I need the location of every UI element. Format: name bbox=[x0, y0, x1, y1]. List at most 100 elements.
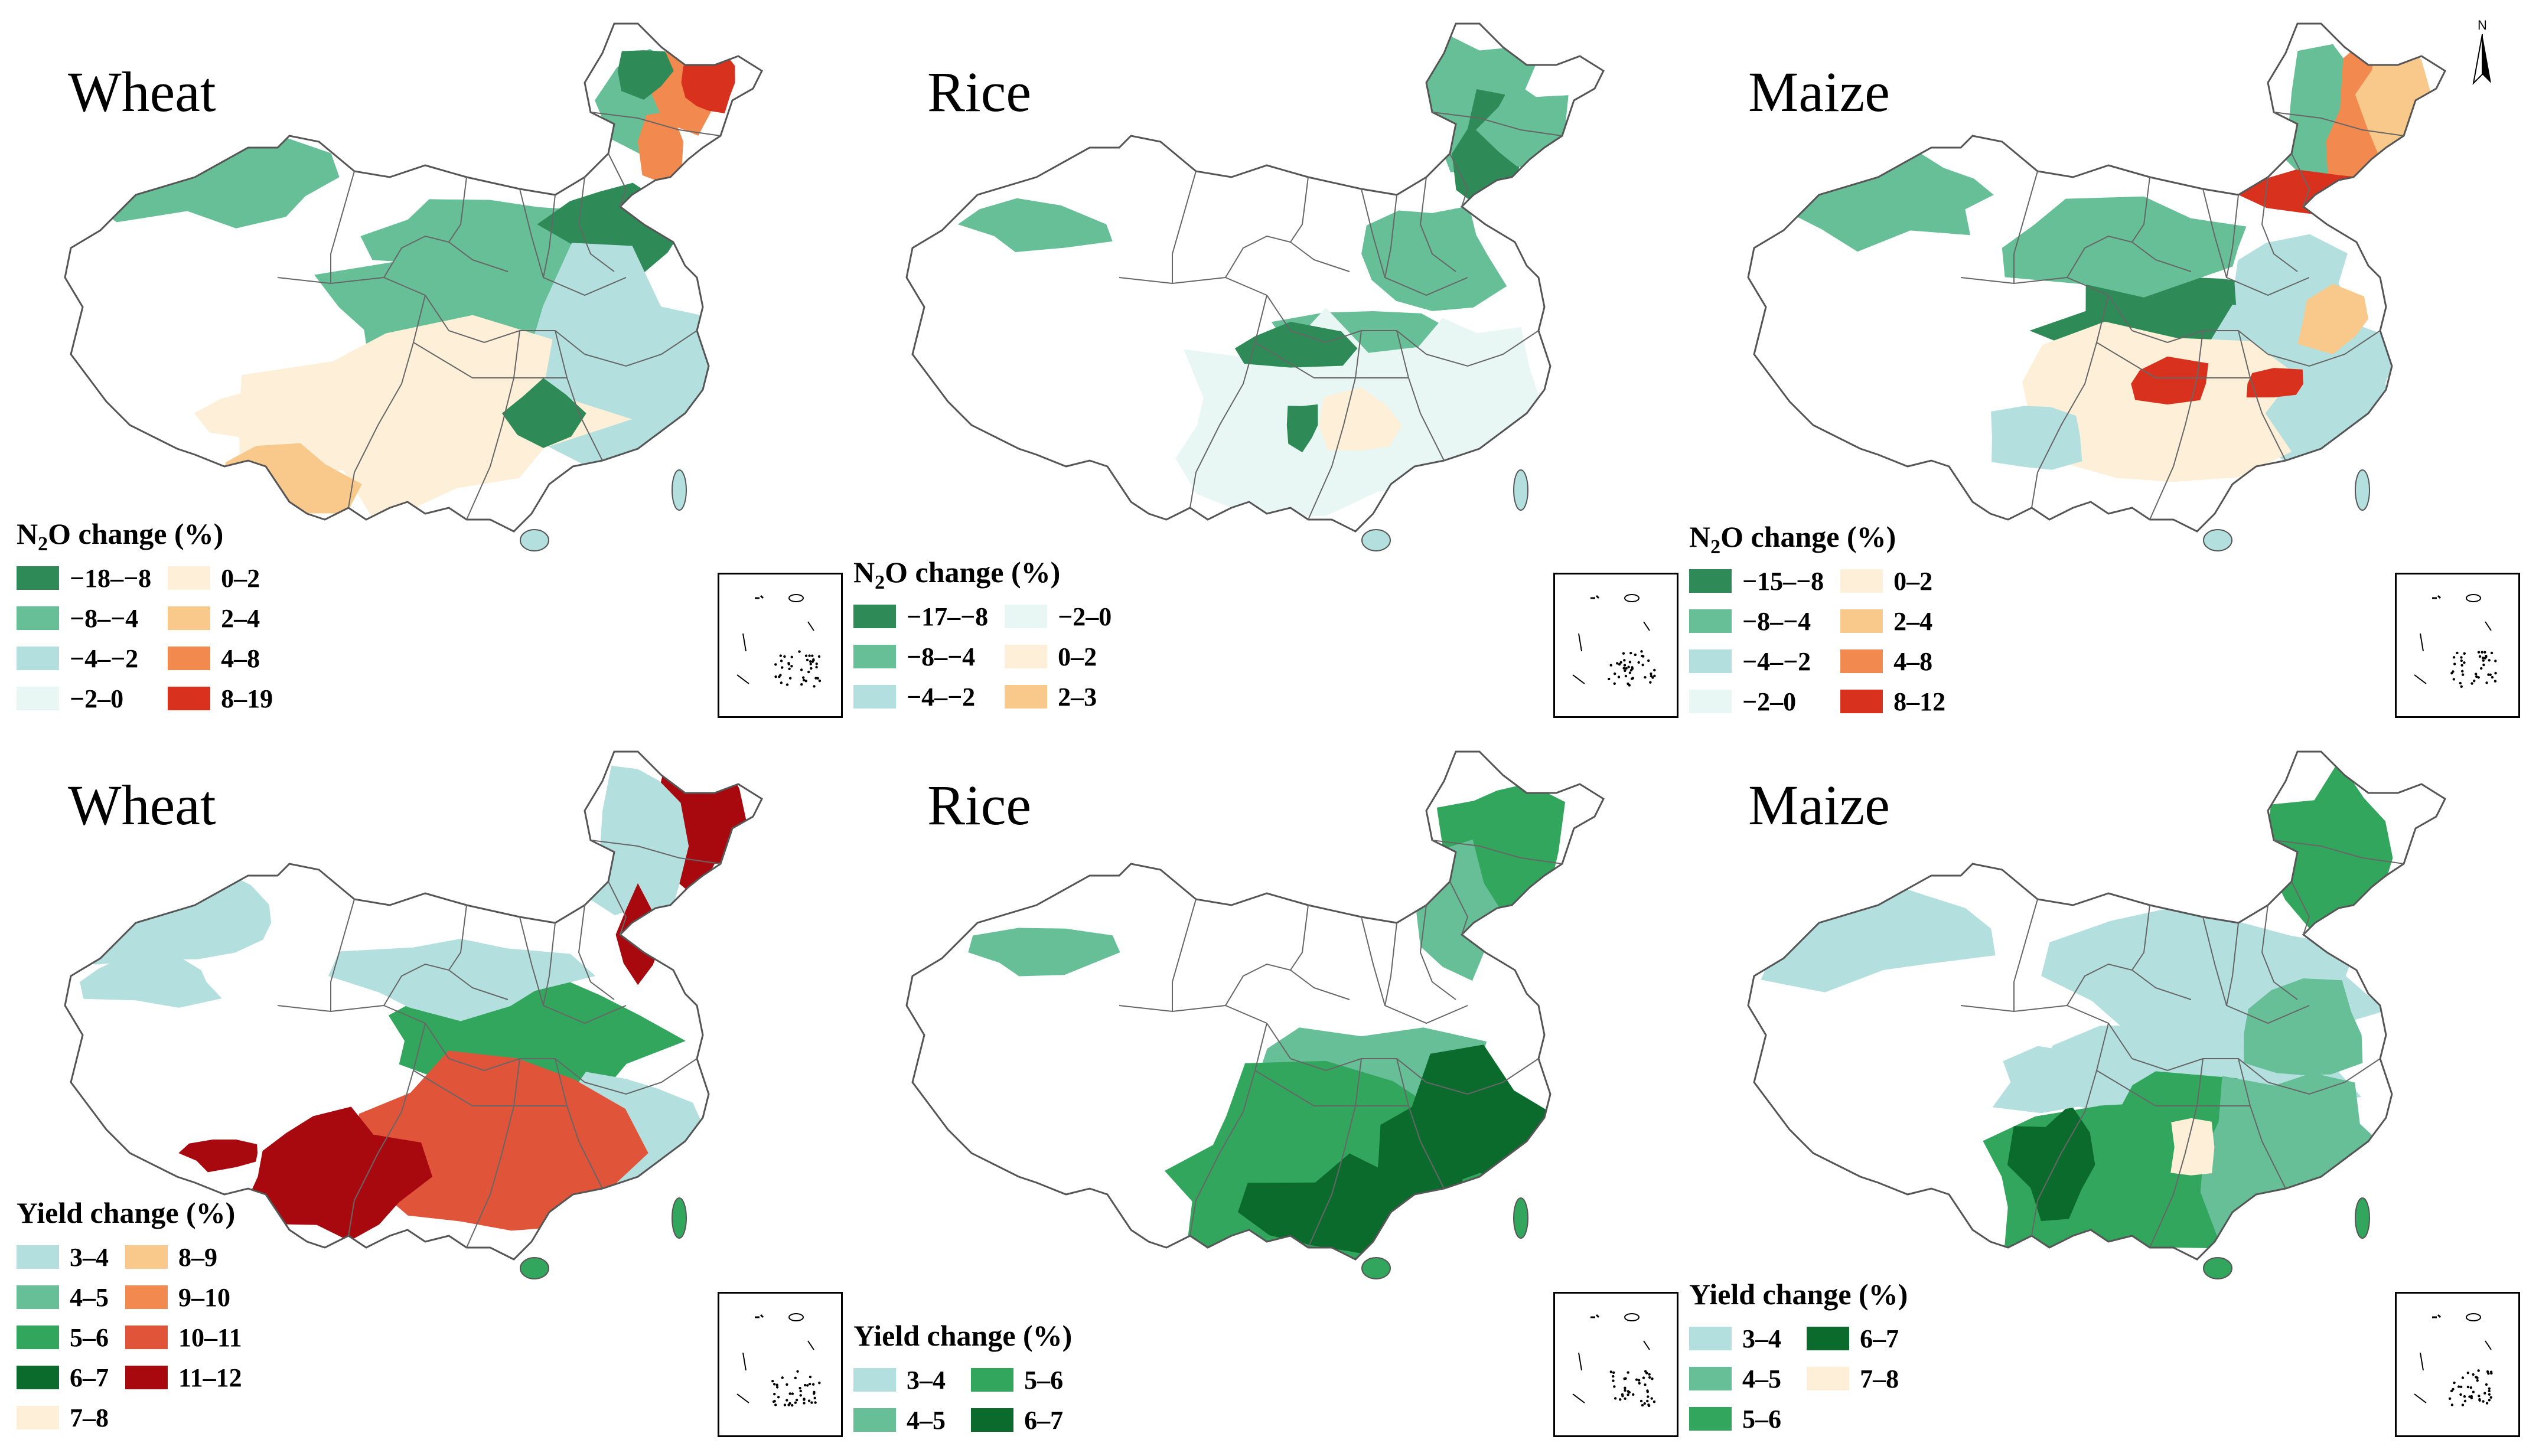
province-boundary bbox=[1254, 1070, 1409, 1106]
china-map bbox=[1747, 750, 2446, 1279]
province-boundary bbox=[466, 1058, 520, 1248]
legend-title: Yield change (%) bbox=[1689, 1277, 1908, 1316]
crop-area bbox=[1991, 406, 2082, 470]
legend-item: 5–6 bbox=[971, 1363, 1072, 1396]
province-boundary bbox=[578, 905, 615, 1000]
legend-swatch bbox=[853, 645, 896, 668]
legend-item: 4–5 bbox=[1689, 1362, 1790, 1395]
legend-label: −17–−8 bbox=[907, 602, 989, 631]
china-map bbox=[1747, 22, 2446, 551]
inset-islands bbox=[2414, 1313, 2493, 1406]
hainan-island bbox=[520, 529, 549, 551]
legend-title-sub: 2 bbox=[1710, 536, 1721, 558]
legend-label: 4–8 bbox=[221, 644, 260, 673]
legend-label: 6–7 bbox=[70, 1363, 109, 1392]
legend-item: 9–10 bbox=[125, 1281, 242, 1314]
crop-area bbox=[637, 112, 683, 183]
province-boundary bbox=[2031, 295, 2109, 508]
inset-map-south-china-sea bbox=[2395, 573, 2520, 718]
crop-area bbox=[501, 378, 586, 448]
legend-title-part: Yield change (%) bbox=[1689, 1278, 1908, 1311]
province-boundary bbox=[1308, 330, 1362, 520]
legend-label: −8–−4 bbox=[1742, 606, 1811, 636]
hainan-island bbox=[520, 1257, 549, 1279]
legend-swatch bbox=[853, 1368, 896, 1392]
inset-islands bbox=[1572, 594, 1656, 687]
province-boundary bbox=[1426, 1058, 1539, 1095]
legend-title: N2O change (%) bbox=[1689, 520, 1945, 559]
province-boundary bbox=[1419, 905, 1456, 1000]
legend-label: 6–7 bbox=[1860, 1324, 1899, 1353]
inset-map-south-china-sea bbox=[718, 1292, 843, 1437]
legend-title-sub: 2 bbox=[38, 533, 48, 555]
legend-swatch bbox=[168, 647, 211, 670]
province-boundary bbox=[1308, 1058, 1362, 1248]
legend-swatch bbox=[1840, 569, 1883, 593]
legend-item: 3–4 bbox=[17, 1240, 109, 1274]
taiwan-island bbox=[672, 469, 687, 511]
legend-title-part: O change (%) bbox=[1720, 520, 1896, 553]
legend-item: 4–5 bbox=[17, 1281, 109, 1314]
legend-swatch bbox=[1689, 569, 1732, 593]
legend-item: 2–4 bbox=[168, 602, 273, 635]
legend-item: 3–4 bbox=[1689, 1322, 1790, 1355]
taiwan-island bbox=[2355, 1197, 2370, 1239]
legend-item: −8–−4 bbox=[17, 602, 151, 635]
legend-label: 7–8 bbox=[70, 1403, 109, 1432]
legend-label: −4–−2 bbox=[907, 682, 976, 711]
province-boundary bbox=[2238, 330, 2286, 461]
legend-swatch bbox=[168, 566, 211, 590]
province-boundary bbox=[1396, 330, 1445, 461]
legend-label: 4–5 bbox=[907, 1405, 946, 1435]
crop-area bbox=[2007, 1104, 2095, 1222]
legend-item: 6–7 bbox=[17, 1361, 109, 1394]
legend-title: N2O change (%) bbox=[17, 517, 273, 556]
taiwan-island bbox=[1513, 1197, 1528, 1239]
map-panel: Rice Yield change (%) 3–4 4–5 5–6 6–7 bbox=[842, 728, 1683, 1456]
legend-item: −2–0 bbox=[17, 682, 151, 715]
china-boundary bbox=[1747, 22, 2446, 533]
legend-swatch bbox=[17, 1366, 59, 1389]
province-boundary bbox=[448, 177, 467, 243]
legend-title-part: N bbox=[1689, 520, 1711, 553]
legend-item: −4–−2 bbox=[1689, 645, 1824, 678]
province-boundary bbox=[383, 963, 509, 1006]
legend-items: −17–−8 −8–−4 −4–−2 −2–0 0–2 2–3 bbox=[853, 600, 1112, 713]
inset-islands bbox=[2414, 594, 2497, 688]
legend-item: 7–8 bbox=[1807, 1362, 1908, 1395]
legend-title-part: Yield change (%) bbox=[17, 1196, 236, 1229]
legend-item: −18–−8 bbox=[17, 561, 151, 595]
legend-swatch bbox=[17, 1285, 59, 1309]
china-boundary bbox=[64, 22, 763, 533]
legend-title-part: O change (%) bbox=[48, 517, 224, 550]
china-map bbox=[64, 750, 763, 1279]
legend-swatch bbox=[1689, 649, 1732, 673]
taiwan-island bbox=[2355, 469, 2370, 511]
taiwan-island bbox=[672, 1197, 687, 1239]
legend-label: 0–2 bbox=[1893, 566, 1933, 596]
legend-label: 6–7 bbox=[1024, 1405, 1064, 1435]
province-boundary bbox=[1172, 171, 1197, 283]
china-map bbox=[905, 750, 1605, 1279]
crop-area bbox=[968, 928, 1120, 977]
legend-title-sub: 2 bbox=[875, 572, 885, 593]
crop-area bbox=[617, 50, 674, 100]
legend-swatch bbox=[17, 1326, 59, 1349]
legend-label: −8–−4 bbox=[907, 642, 976, 671]
legend-item: −2–0 bbox=[1689, 685, 1824, 718]
legend-item: 0–2 bbox=[1005, 640, 1112, 673]
legend-label: −18–−8 bbox=[70, 563, 152, 593]
province-boundary bbox=[2226, 194, 2239, 278]
legend-item: 4–8 bbox=[168, 642, 273, 675]
legend-label: −2–0 bbox=[1058, 602, 1112, 631]
legend: Yield change (%) 3–4 4–5 5–6 6–7 bbox=[853, 1318, 1072, 1437]
legend-label: 4–5 bbox=[70, 1282, 109, 1312]
crop-area bbox=[2002, 196, 2247, 298]
province-boundary bbox=[2131, 177, 2150, 243]
legend-label: 3–4 bbox=[1742, 1324, 1781, 1353]
crop-title: Maize bbox=[1748, 60, 1890, 123]
province-boundary bbox=[2267, 330, 2381, 367]
legend-label: 4–8 bbox=[1893, 647, 1933, 676]
hainan-island bbox=[2203, 1257, 2232, 1279]
crop-area bbox=[1318, 387, 1402, 450]
